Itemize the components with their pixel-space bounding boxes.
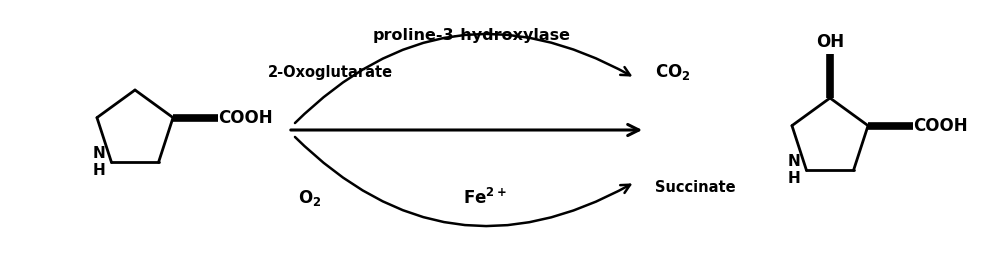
Text: H: H (93, 163, 106, 178)
Text: N: N (93, 146, 106, 161)
Text: $\mathbf{CO_2}$: $\mathbf{CO_2}$ (655, 62, 691, 82)
Text: Succinate: Succinate (655, 180, 736, 196)
Text: H: H (788, 171, 801, 186)
Text: COOH: COOH (913, 117, 968, 135)
Text: 2-Oxoglutarate: 2-Oxoglutarate (267, 64, 393, 80)
Text: proline-3-hydroxylase: proline-3-hydroxylase (373, 28, 571, 42)
Text: $\mathbf{O_2}$: $\mathbf{O_2}$ (298, 188, 322, 208)
Text: N: N (788, 154, 801, 169)
Text: OH: OH (816, 33, 844, 51)
Text: $\mathbf{Fe^{2+}}$: $\mathbf{Fe^{2+}}$ (463, 188, 507, 208)
Text: COOH: COOH (218, 109, 273, 127)
